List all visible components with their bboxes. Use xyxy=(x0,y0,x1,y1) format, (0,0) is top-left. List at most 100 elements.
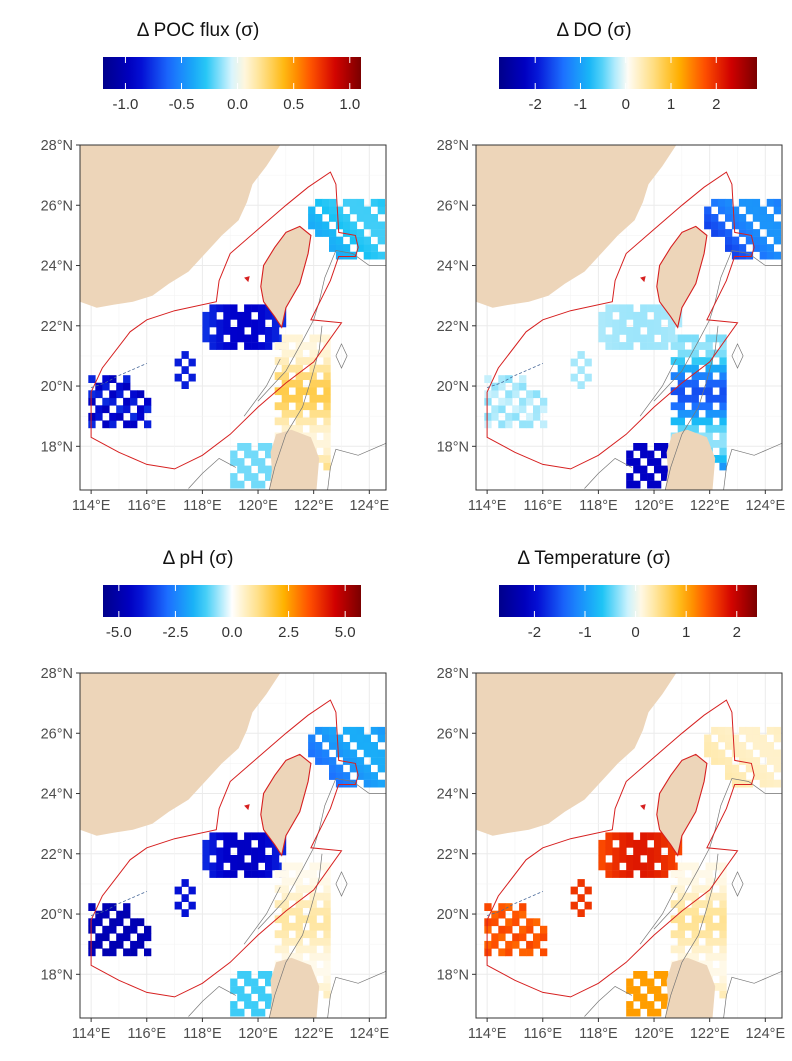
colorbar-tick-label: 0 xyxy=(622,96,630,113)
colorbar: -2 -1 0 1 2 xyxy=(499,57,757,113)
x-tick-label: 114°E xyxy=(468,498,507,514)
y-tick-label: 22°N xyxy=(41,319,73,335)
panel-do: Δ DO (σ) -2 -1 0 1 2 114°E 116°E 118°E 120°E 122°… xyxy=(396,0,792,528)
boundary-outline xyxy=(90,171,359,470)
y-tick-label: 20°N xyxy=(437,907,469,923)
map-area xyxy=(80,673,386,1018)
panel-temperature: Δ Temperature (σ) -2 -1 0 1 2 114°E 116°E 118°E… xyxy=(396,528,792,1056)
land-china xyxy=(80,145,281,308)
boundary-outline xyxy=(90,699,359,998)
y-tick-label: 24°N xyxy=(437,787,469,803)
x-tick-label: 124°E xyxy=(745,1026,785,1042)
x-tick-label: 124°E xyxy=(349,498,389,514)
x-tick-label: 122°E xyxy=(294,498,334,514)
y-tick-label: 22°N xyxy=(437,847,469,863)
panel-title: Δ Temperature (σ) xyxy=(517,548,671,569)
map-area xyxy=(476,145,782,490)
y-tick-label: 26°N xyxy=(41,198,73,214)
land-china xyxy=(80,673,281,836)
x-tick-label: 116°E xyxy=(523,498,562,514)
boundary-outline xyxy=(486,171,755,470)
y-tick-label: 20°N xyxy=(437,379,469,395)
colorbar-tick-label: 1 xyxy=(667,96,675,113)
boundary-outline xyxy=(486,699,755,998)
x-tick-label: 118°E xyxy=(579,1026,618,1042)
x-tick-label: 120°E xyxy=(238,498,278,514)
x-tick-label: 118°E xyxy=(579,498,618,514)
colorbar-tick-label: -1.0 xyxy=(113,96,139,113)
land-luzon xyxy=(269,429,320,490)
colorbar: -2 -1 0 1 2 xyxy=(499,585,757,641)
colorbar-tick-label: -5.0 xyxy=(106,624,132,641)
land-luzon xyxy=(269,957,320,1018)
x-tick-label: 124°E xyxy=(745,498,785,514)
y-tick-label: 18°N xyxy=(41,967,73,983)
x-tick-label: 116°E xyxy=(127,498,166,514)
land-taiwan xyxy=(260,754,311,856)
y-tick-label: 24°N xyxy=(41,259,73,275)
x-tick-label: 122°E xyxy=(690,498,730,514)
y-tick-label: 18°N xyxy=(437,439,469,455)
colorbar-tick-label: -1 xyxy=(574,96,587,113)
x-tick-label: 120°E xyxy=(634,1026,674,1042)
x-tick-label: 114°E xyxy=(468,1026,507,1042)
panel-title: Δ POC flux (σ) xyxy=(136,20,260,41)
x-tick-label: 118°E xyxy=(183,498,222,514)
map-poc-flux: -1.0 -0.5 0.0 0.5 1.0 114°E 116°E 118°E 120°E 122… xyxy=(41,57,389,514)
y-tick-label: 28°N xyxy=(437,666,469,682)
colorbar-tick-label: 2.5 xyxy=(278,624,299,641)
panel-ph: Δ pH (σ) -5.0 -2.5 0.0 2.5 5.0 114°E 116°E 118°… xyxy=(0,528,396,1056)
colorbar-tick-label: 1 xyxy=(682,624,690,641)
y-tick-label: 24°N xyxy=(41,787,73,803)
y-tick-label: 28°N xyxy=(437,138,469,154)
x-tick-label: 120°E xyxy=(238,1026,278,1042)
map-frame xyxy=(79,672,387,1019)
panel-poc-flux: Δ POC flux (σ) -1.0 -0.5 0.0 0.5 1.0 114°E 116… xyxy=(0,0,396,528)
x-tick-label: 120°E xyxy=(634,498,674,514)
x-tick-label: 116°E xyxy=(523,1026,562,1042)
x-tick-label: 114°E xyxy=(72,498,111,514)
map-frame xyxy=(475,144,783,491)
land-china xyxy=(476,673,677,836)
map-frame xyxy=(475,672,783,1019)
y-tick-label: 24°N xyxy=(437,259,469,275)
colorbar-tick-label: -1 xyxy=(578,624,591,641)
y-tick-label: 26°N xyxy=(437,726,469,742)
anomaly-cells xyxy=(484,726,781,1017)
map-ph: -5.0 -2.5 0.0 2.5 5.0 114°E 116°E 118°E 120°E 122… xyxy=(41,585,389,1042)
y-tick-label: 22°N xyxy=(437,319,469,335)
y-tick-label: 20°N xyxy=(41,379,73,395)
y-tick-label: 26°N xyxy=(437,198,469,214)
colorbar-tick-label: -2 xyxy=(528,624,541,641)
colorbar: -1.0 -0.5 0.0 0.5 1.0 xyxy=(103,57,361,113)
map-do: -2 -1 0 1 2 114°E 116°E 118°E 120°E 122°E 124°E 18°… xyxy=(437,57,785,514)
land-luzon xyxy=(665,429,716,490)
land-taiwan xyxy=(260,226,311,328)
colorbar-tick-label: 0.5 xyxy=(283,96,304,113)
colorbar-tick-label: 0.0 xyxy=(227,96,248,113)
map-area xyxy=(476,673,782,1018)
colorbar-tick-label: 2 xyxy=(733,624,741,641)
map-area xyxy=(80,145,386,490)
land-china xyxy=(476,145,677,308)
land-taiwan xyxy=(656,754,707,856)
land-taiwan xyxy=(656,226,707,328)
y-tick-label: 18°N xyxy=(437,967,469,983)
y-tick-label: 22°N xyxy=(41,847,73,863)
x-tick-label: 122°E xyxy=(294,1026,334,1042)
x-tick-label: 122°E xyxy=(690,1026,730,1042)
panel-title: Δ DO (σ) xyxy=(556,20,632,41)
panel-title: Δ pH (σ) xyxy=(162,548,234,569)
colorbar-tick-label: 5.0 xyxy=(335,624,356,641)
y-tick-label: 26°N xyxy=(41,726,73,742)
colorbar-tick-label: 2 xyxy=(712,96,720,113)
anomaly-cells xyxy=(88,198,385,489)
colorbar-tick-label: 1.0 xyxy=(339,96,360,113)
colorbar: -5.0 -2.5 0.0 2.5 5.0 xyxy=(103,585,361,641)
map-temperature: -2 -1 0 1 2 114°E 116°E 118°E 120°E 122°E 124°E 18°… xyxy=(437,585,785,1042)
y-tick-label: 20°N xyxy=(41,907,73,923)
colorbar-tick-label: -2.5 xyxy=(162,624,188,641)
map-frame xyxy=(79,144,387,491)
colorbar-tick-label: 0.0 xyxy=(222,624,243,641)
x-tick-label: 124°E xyxy=(349,1026,389,1042)
